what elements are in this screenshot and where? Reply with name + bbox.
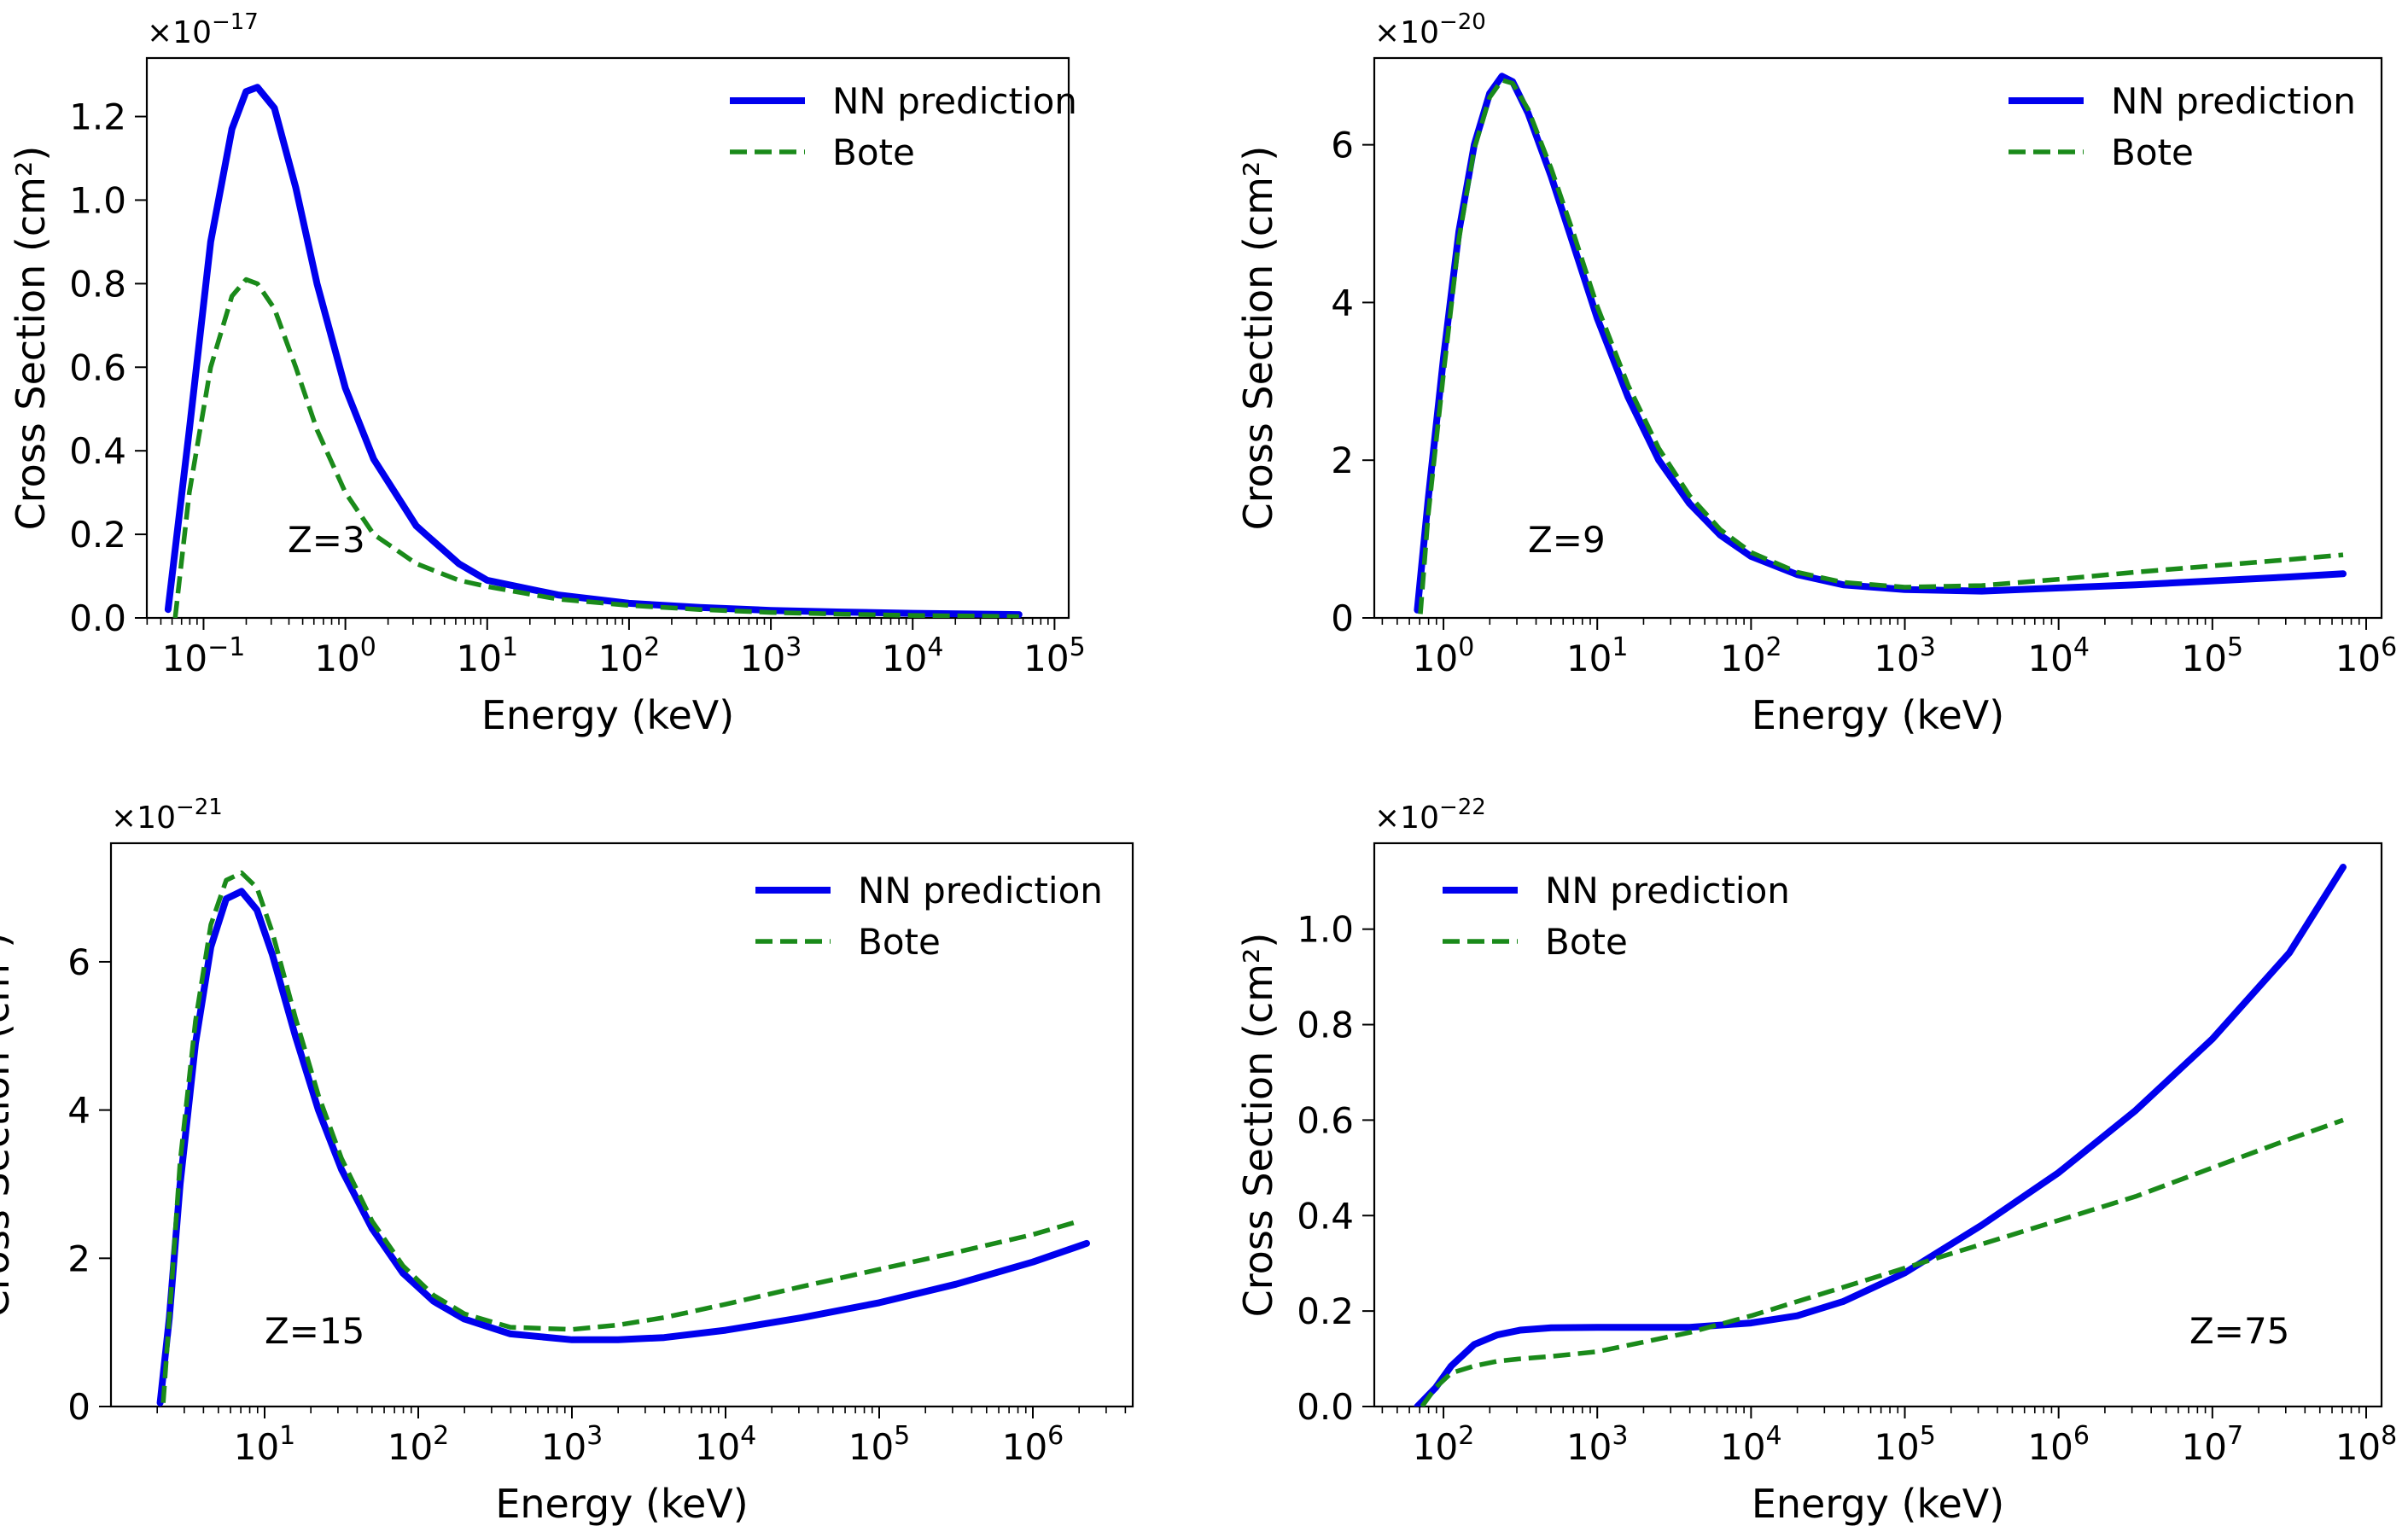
y-tick-label: 1.2 — [69, 96, 126, 138]
y-axis-label: Cross Section (cm²) — [1235, 933, 1281, 1318]
x-tick-label: 104 — [2027, 632, 2090, 679]
y-tick-label: 2 — [67, 1238, 90, 1279]
legend-label: Bote — [832, 131, 915, 173]
y-multiplier: ×10−17 — [147, 9, 259, 50]
y-axis-label: Cross Section (cm²) — [8, 146, 54, 531]
x-tick-label: 105 — [1874, 1421, 1936, 1468]
x-tick-label: 104 — [1720, 1421, 1782, 1468]
y-tick-label: 4 — [1331, 282, 1354, 323]
y-tick-label: 0.6 — [69, 347, 126, 388]
x-axis-label: Energy (keV) — [1752, 1481, 2004, 1526]
legend-label: NN prediction — [832, 80, 1077, 122]
x-tick-label: 100 — [1413, 632, 1475, 679]
x-tick-label: 108 — [2335, 1421, 2398, 1468]
legend: NN prediction Bote — [755, 870, 1103, 963]
x-tick-label: 102 — [388, 1421, 450, 1468]
x-minor-ticks — [1381, 1407, 2360, 1413]
x-tick-label: 106 — [2335, 632, 2398, 679]
bote-line — [172, 277, 1019, 618]
y-tick-label: 1.0 — [1297, 909, 1354, 951]
x-tick-label: 102 — [1720, 632, 1782, 679]
x-minor-ticks — [146, 618, 1049, 625]
y-tick-label: 0.6 — [1297, 1099, 1354, 1141]
y-tick-label: 4 — [67, 1090, 90, 1132]
x-axis-label: Energy (keV) — [1752, 692, 2004, 738]
y-tick-label: 0.2 — [69, 514, 126, 556]
y-tick-label: 0 — [67, 1386, 90, 1428]
x-tick-label: 102 — [598, 632, 661, 679]
legend: NN prediction Bote — [1443, 870, 1790, 963]
x-axis-label: Energy (keV) — [481, 692, 734, 738]
x-tick-label: 105 — [1023, 632, 1086, 679]
x-tick-label: 101 — [234, 1421, 296, 1468]
y-tick-label: 0.4 — [69, 430, 126, 472]
z-annotation: Z=15 — [265, 1310, 364, 1352]
bote-line — [1420, 1117, 2344, 1407]
x-tick-label: 104 — [695, 1421, 757, 1468]
legend: NN prediction Bote — [2009, 80, 2356, 173]
y-tick-label: 2 — [1331, 440, 1354, 481]
x-minor-ticks — [156, 1407, 1127, 1413]
y-multiplier: ×10−21 — [111, 795, 223, 836]
x-tick-label: 106 — [1002, 1421, 1064, 1468]
x-tick-label: 101 — [456, 632, 518, 679]
y-tick-label: 0 — [1331, 597, 1354, 639]
y-tick-label: 0.4 — [1297, 1195, 1354, 1237]
plot-frame — [145, 56, 1070, 620]
y-tick-label: 1.0 — [69, 179, 126, 221]
y-tick-label: 0.0 — [1297, 1386, 1354, 1428]
y-tick-label: 6 — [67, 941, 90, 983]
x-tick-label: 101 — [1566, 632, 1629, 679]
chart-panel-4: 102 103 104 105 106 107 108 0.0 0.2 0.4 0.6 0.8 1.0 ×… — [1235, 795, 2397, 1526]
x-tick-label: 103 — [740, 632, 802, 679]
x-tick-label: 100 — [314, 632, 376, 679]
plot-frame — [109, 842, 1134, 1408]
x-tick-label: 103 — [1566, 1421, 1629, 1468]
x-tick-label: 103 — [541, 1421, 603, 1468]
x-tick-label: 105 — [848, 1421, 911, 1468]
legend-label: Bote — [1545, 921, 1628, 963]
y-tick-label: 6 — [1331, 125, 1354, 166]
y-tick-label: 0.0 — [69, 597, 126, 639]
x-tick-label: 107 — [2182, 1421, 2244, 1468]
y-multiplier: ×10−22 — [1374, 795, 1486, 836]
y-tick-label: 0.8 — [1297, 1005, 1354, 1046]
y-axis-label: Cross Section (cm²) — [1235, 146, 1281, 531]
legend-label: Bote — [858, 921, 941, 963]
legend-label: NN prediction — [1545, 870, 1790, 912]
nn-prediction-line — [1414, 864, 2347, 1407]
y-multiplier: ×10−20 — [1374, 9, 1486, 50]
legend-label: NN prediction — [858, 870, 1103, 912]
x-tick-label: 10−1 — [162, 632, 246, 679]
x-minor-ticks — [1381, 618, 2360, 625]
chart-panel-2: 100 101 102 103 104 105 106 0 2 4 6 ×10−20 Energy (k… — [1235, 9, 2397, 738]
x-tick-label: 104 — [882, 632, 944, 679]
z-annotation: Z=3 — [288, 519, 365, 561]
nn-prediction-line — [156, 888, 1090, 1407]
z-annotation: Z=75 — [2189, 1310, 2289, 1352]
x-axis-label: Energy (keV) — [495, 1481, 748, 1526]
legend: NN prediction Bote — [730, 80, 1077, 173]
z-annotation: Z=9 — [1528, 519, 1606, 561]
y-axis-label: Cross Section (cm²) — [0, 933, 18, 1318]
x-tick-label: 105 — [2182, 632, 2244, 679]
chart-panel-1: 10−1 100 101 102 103 104 105 0.0 0.2 0.4 0.6 0.8 1.0… — [8, 9, 1086, 738]
y-tick-label: 0.8 — [69, 263, 126, 305]
legend-label: Bote — [2111, 131, 2194, 173]
x-tick-label: 106 — [2027, 1421, 2090, 1468]
nn-prediction-line — [164, 84, 1023, 618]
x-tick-label: 102 — [1413, 1421, 1475, 1468]
bote-line — [1418, 78, 2344, 614]
chart-panel-3: 101 102 103 104 105 106 0 2 4 6 ×10−21 Energy (keV)… — [0, 795, 1134, 1526]
x-tick-label: 103 — [1874, 632, 1936, 679]
legend-label: NN prediction — [2111, 80, 2356, 122]
plot-frame — [1373, 56, 2383, 620]
plot-frame — [1373, 842, 2383, 1408]
bote-line — [160, 870, 1080, 1403]
y-tick-label: 0.2 — [1297, 1290, 1354, 1332]
